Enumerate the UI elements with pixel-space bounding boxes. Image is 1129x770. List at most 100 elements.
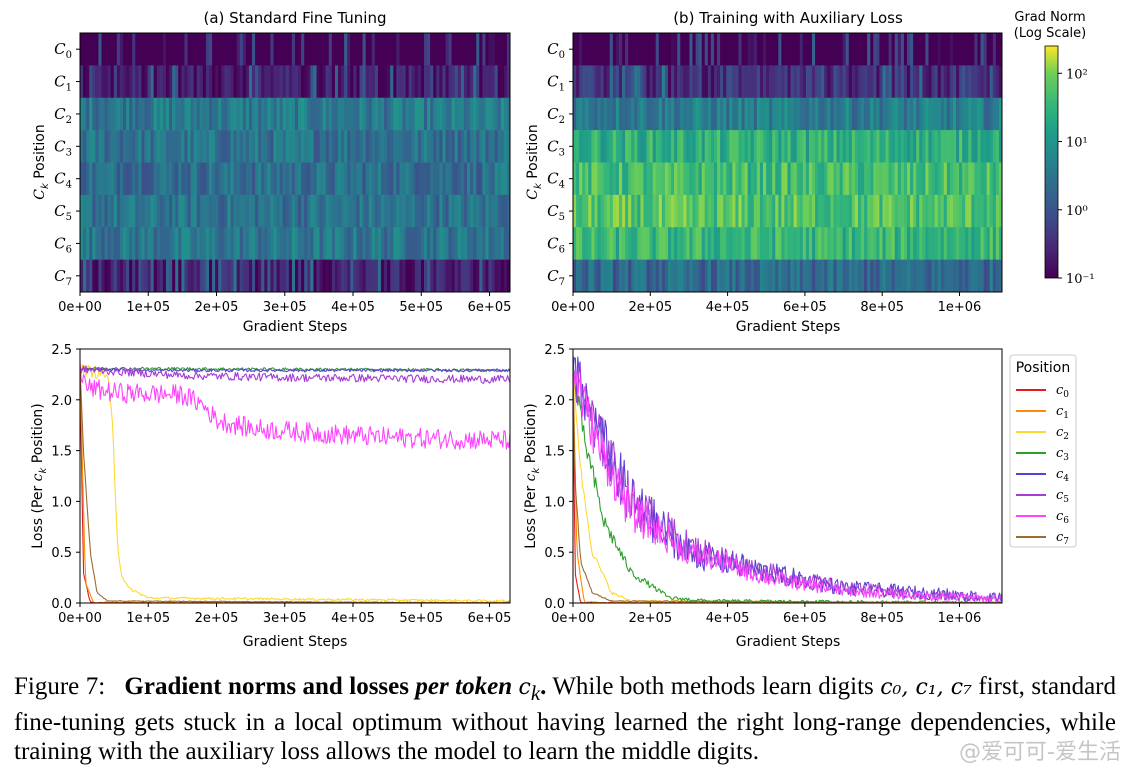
heatmap-cell xyxy=(934,162,939,196)
heatmap-cell xyxy=(600,227,605,260)
heatmap-cell xyxy=(956,194,960,228)
loss-b-lines xyxy=(573,354,1002,603)
heatmap-cell xyxy=(943,65,948,99)
heatmap-cell xyxy=(848,162,853,196)
heatmap-cell xyxy=(931,65,936,99)
heatmap-cell xyxy=(796,65,801,99)
heatmap-cell xyxy=(463,259,468,292)
xtick-label: 1e+06 xyxy=(938,300,982,315)
heatmap-cell xyxy=(922,194,926,228)
heatmap-cell xyxy=(129,259,133,292)
heatmap-cell xyxy=(634,33,638,66)
loss-b-xlabel: Gradient Steps xyxy=(736,634,841,650)
series-line-c5 xyxy=(80,365,510,384)
heatmap-cell xyxy=(710,33,715,66)
heatmap-cell xyxy=(436,33,440,66)
heatmap-cell xyxy=(674,259,678,292)
heatmap-cell xyxy=(778,65,782,99)
heatmap-cell xyxy=(916,130,920,163)
heatmap-cell xyxy=(882,259,887,292)
heatmap-cell xyxy=(913,227,917,260)
heatmap-cell xyxy=(720,130,724,163)
heatmap-cell xyxy=(104,194,109,228)
heatmap-cell xyxy=(854,227,859,260)
heatmap-b-cells xyxy=(573,33,1002,292)
heatmap-cell xyxy=(230,162,235,196)
heatmap-cell xyxy=(925,162,929,196)
heatmap-cell xyxy=(83,130,87,163)
heatmap-cell xyxy=(876,162,880,196)
caption-digits: c₀, c₁, c₇ xyxy=(880,675,972,700)
heatmap-cell xyxy=(107,162,112,196)
heatmap-cell xyxy=(787,130,792,163)
heatmap-cell xyxy=(946,65,951,99)
heatmap-cell xyxy=(270,130,274,163)
heatmap-cell xyxy=(618,97,623,131)
heatmap-cell xyxy=(579,162,583,196)
heatmap-cell xyxy=(720,97,724,131)
heatmap-cell xyxy=(393,259,397,292)
heatmap-cell xyxy=(298,162,302,196)
heatmap-cell xyxy=(374,130,379,163)
heatmap-cell xyxy=(937,162,942,196)
heatmap-cell xyxy=(301,194,305,228)
heatmap-cell xyxy=(775,227,779,260)
heatmap-cell xyxy=(903,130,908,163)
heatmap-cell xyxy=(384,227,388,260)
heatmap-cell xyxy=(242,130,247,163)
heatmap-cell xyxy=(199,33,204,66)
heatmap-cell xyxy=(689,194,693,228)
heatmap-cell xyxy=(827,65,831,99)
heatmap-cell xyxy=(618,65,623,99)
heatmap-cell xyxy=(396,97,400,131)
heatmap-cell xyxy=(815,162,819,196)
heatmap-cell xyxy=(667,227,672,260)
heatmap-cell xyxy=(285,130,290,163)
heatmap-cell xyxy=(497,259,502,292)
heatmap-cell xyxy=(83,97,87,131)
heatmap-cell xyxy=(390,162,394,196)
heatmap-cell xyxy=(405,65,410,99)
heatmap-cell xyxy=(971,130,975,163)
heatmap-cell xyxy=(726,259,730,292)
heatmap-cell xyxy=(661,194,666,228)
heatmap-cell xyxy=(344,33,348,66)
heatmap-cell xyxy=(113,33,118,66)
heatmap-cell xyxy=(347,33,351,66)
heatmap-cell xyxy=(891,259,896,292)
heatmap-cell xyxy=(677,259,681,292)
heatmap-cell xyxy=(95,194,99,228)
heatmap-cell xyxy=(903,97,908,131)
heatmap-cell xyxy=(995,33,1000,66)
heatmap-cell xyxy=(181,227,185,260)
heatmap-cell xyxy=(460,65,465,99)
heatmap-cell xyxy=(594,194,599,228)
heatmap-cell xyxy=(325,194,330,228)
heatmap-cell xyxy=(805,65,810,99)
heatmap-cell xyxy=(766,227,770,260)
heatmap-cell xyxy=(236,227,241,260)
heatmap-cell xyxy=(261,259,265,292)
heatmap-cell xyxy=(769,130,773,163)
heatmap-cell xyxy=(89,162,93,196)
heatmap-cell xyxy=(766,194,770,228)
heatmap-cell xyxy=(661,162,666,196)
heatmap-cell xyxy=(230,259,235,292)
heatmap-cell xyxy=(674,162,678,196)
heatmap-cell xyxy=(870,259,874,292)
heatmap-a-cells xyxy=(80,33,510,292)
heatmap-cell xyxy=(726,130,730,163)
heatmap-cell xyxy=(307,259,311,292)
heatmap-cell xyxy=(439,194,443,228)
heatmap-cell xyxy=(640,259,644,292)
heatmap-cell xyxy=(983,194,988,228)
heatmap-cell xyxy=(628,259,632,292)
heatmap-cell xyxy=(288,194,293,228)
heatmap-cell xyxy=(628,194,632,228)
heatmap-cell xyxy=(141,97,145,131)
heatmap-cell xyxy=(101,33,106,66)
heatmap-cell xyxy=(215,130,219,163)
heatmap-cell xyxy=(221,33,225,66)
heatmap-cell xyxy=(793,130,798,163)
heatmap-cell xyxy=(594,227,599,260)
